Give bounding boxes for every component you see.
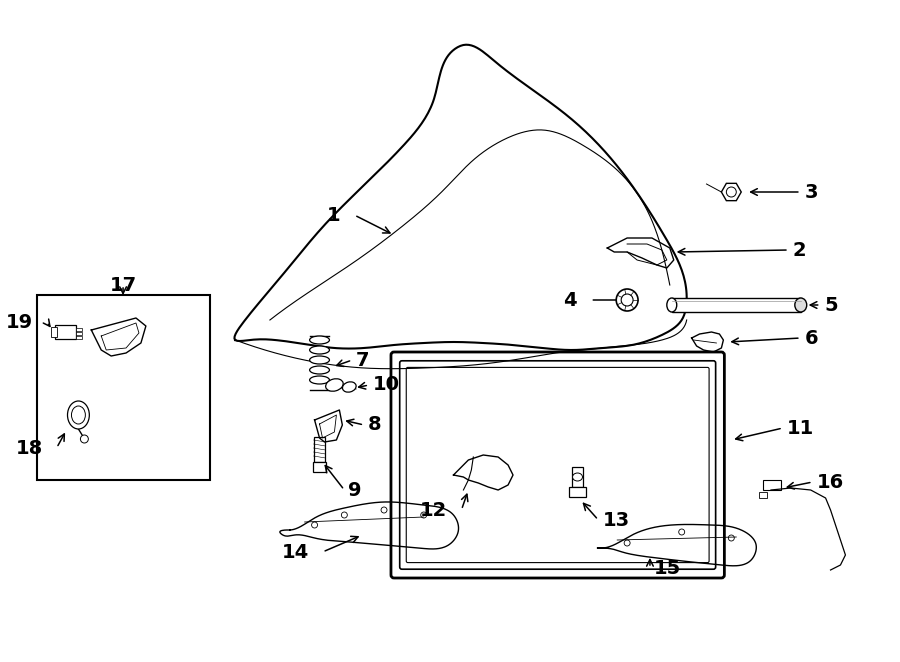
Bar <box>313 437 326 462</box>
Text: 12: 12 <box>420 500 447 520</box>
Circle shape <box>621 294 633 306</box>
Text: 6: 6 <box>805 328 818 348</box>
Bar <box>76 336 83 339</box>
Ellipse shape <box>343 382 356 392</box>
Ellipse shape <box>326 379 343 391</box>
Text: 1: 1 <box>327 205 340 224</box>
Ellipse shape <box>795 298 806 312</box>
Ellipse shape <box>572 473 582 481</box>
Ellipse shape <box>667 298 677 312</box>
Circle shape <box>728 535 734 541</box>
Bar <box>569 487 587 497</box>
Ellipse shape <box>68 401 89 429</box>
Ellipse shape <box>310 356 329 364</box>
Text: 16: 16 <box>816 473 844 491</box>
Ellipse shape <box>310 346 329 354</box>
Text: 17: 17 <box>110 275 137 295</box>
Ellipse shape <box>310 336 329 344</box>
Circle shape <box>726 187 736 197</box>
Bar <box>50 327 57 337</box>
Bar <box>312 462 327 472</box>
Ellipse shape <box>71 406 86 424</box>
Circle shape <box>381 507 387 513</box>
Circle shape <box>679 529 685 535</box>
Text: 4: 4 <box>562 291 577 310</box>
Bar <box>759 492 767 498</box>
Text: 13: 13 <box>602 510 629 530</box>
Text: 10: 10 <box>374 375 400 395</box>
Text: 11: 11 <box>787 418 814 438</box>
Text: 5: 5 <box>824 295 838 314</box>
Polygon shape <box>722 183 742 201</box>
Circle shape <box>616 289 638 311</box>
Text: 18: 18 <box>15 438 42 457</box>
Text: 9: 9 <box>348 481 362 500</box>
Text: 2: 2 <box>793 240 806 260</box>
Bar <box>572 467 583 487</box>
Text: 15: 15 <box>654 559 681 577</box>
Circle shape <box>625 540 630 546</box>
Ellipse shape <box>310 366 329 374</box>
Text: 8: 8 <box>368 416 382 434</box>
Circle shape <box>420 512 427 518</box>
Circle shape <box>341 512 347 518</box>
Text: 14: 14 <box>282 542 309 561</box>
Bar <box>763 480 781 490</box>
Bar <box>55 325 76 339</box>
Text: 19: 19 <box>5 312 32 332</box>
Text: 3: 3 <box>805 183 818 201</box>
Circle shape <box>80 435 88 443</box>
Bar <box>76 332 83 335</box>
Text: 7: 7 <box>356 350 370 369</box>
Bar <box>37 295 211 480</box>
Bar <box>76 328 83 331</box>
Bar <box>671 298 801 312</box>
Circle shape <box>311 522 318 528</box>
Ellipse shape <box>310 376 329 384</box>
